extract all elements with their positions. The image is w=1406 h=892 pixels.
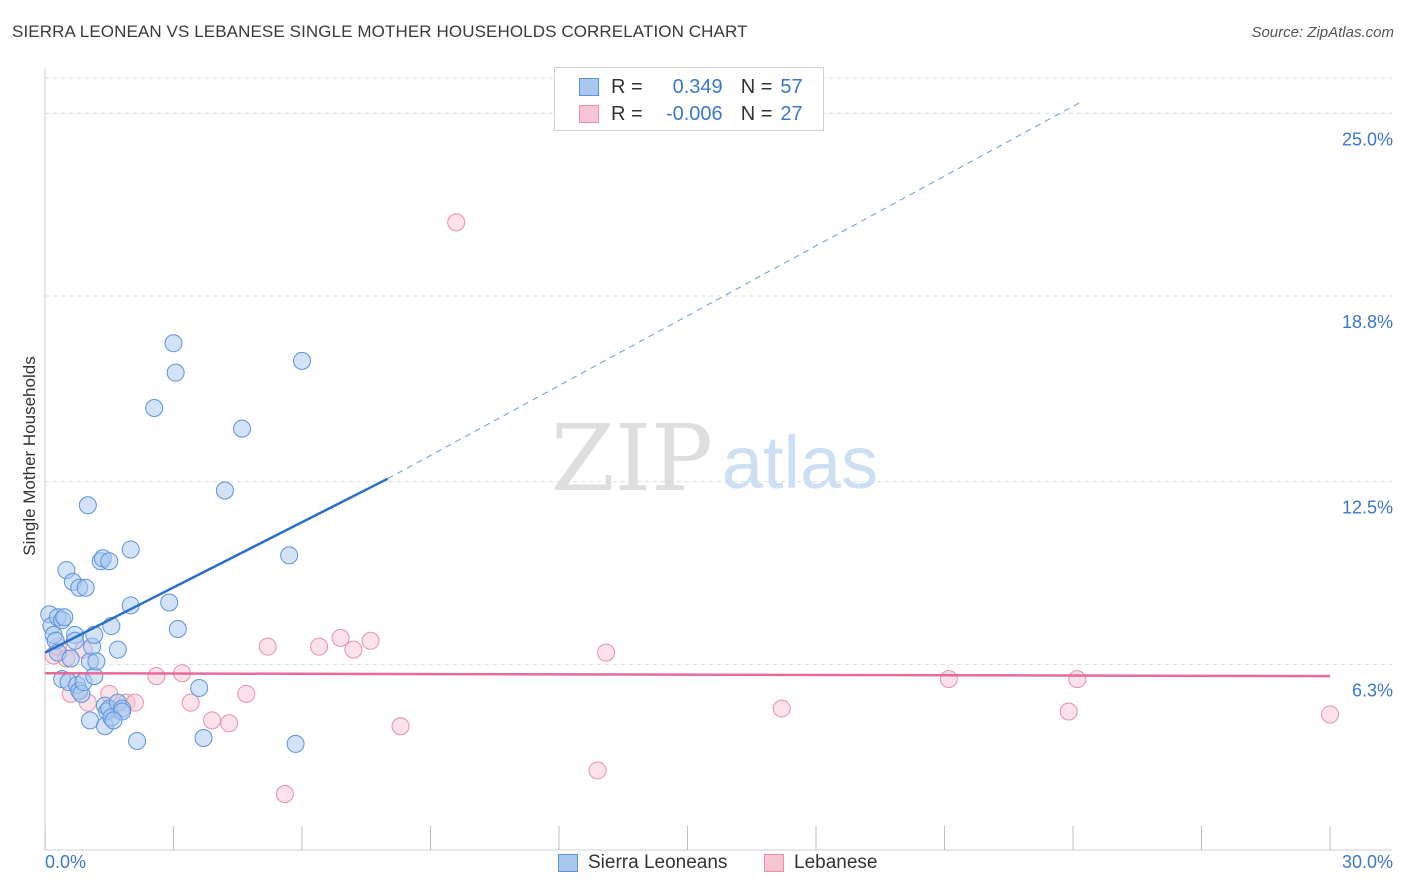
lebanese-point (203, 711, 222, 730)
sierra-leonean-point (78, 496, 97, 515)
sierra-leonean-point (55, 608, 74, 627)
bottom-legend-sierra-leoneans: Sierra Leoneans (558, 852, 727, 874)
blue-swatch (558, 854, 578, 872)
x-tick-label-min: 0.0% (45, 852, 86, 872)
source-label: Source: ZipAtlas.com (1251, 24, 1394, 41)
sierra-leonean-point (160, 593, 179, 612)
pink-swatch (764, 854, 784, 872)
sierra-leonean-point (194, 729, 213, 748)
bottom-legend-lebanese: Lebanese (764, 852, 877, 874)
lebanese-point (939, 670, 958, 689)
sierra-leonean-point (104, 711, 123, 730)
sierra-leonean-point (190, 678, 209, 697)
x-tick-label-max: 30.0% (1342, 852, 1393, 872)
n-label: N = (740, 75, 773, 98)
lebanese-point (275, 785, 294, 804)
lebanese-point (181, 693, 200, 712)
sierra-leonean-point (61, 649, 80, 668)
r-value: 0.349 (672, 75, 723, 98)
sierra-leonean-point (76, 578, 95, 597)
sierra-leonean-point (128, 731, 147, 750)
lebanese-point (344, 640, 363, 659)
chart-title: SIERRA LEONEAN VS LEBANESE SINGLE MOTHER… (12, 22, 748, 41)
r-value: -0.006 (665, 102, 723, 125)
sierra-leonean-point (293, 351, 311, 370)
r-label: R = (611, 75, 643, 98)
sierra-leonean-point (215, 481, 234, 500)
trend-lines (44, 101, 1331, 678)
lebanese-point (772, 699, 791, 718)
watermark-atlas: atlas (722, 421, 878, 504)
y-tick-label: 12.5% (1342, 498, 1393, 518)
series1-label: Sierra Leoneans (588, 852, 728, 873)
y-tick-label: 6.3% (1352, 680, 1393, 700)
sierra-leonean-point (286, 734, 305, 753)
lebanese-point (447, 213, 466, 232)
lebanese-point (597, 643, 616, 662)
lebanese-point (361, 631, 380, 650)
lebanese-point (1068, 670, 1087, 689)
axes (44, 68, 1392, 851)
lebanese-point (147, 667, 166, 686)
sierra-leonean-points (40, 334, 311, 753)
sierra-leonean-point (145, 399, 164, 418)
sierra-leonean-point (280, 546, 299, 565)
lebanese-point (237, 684, 256, 703)
pink-swatch (579, 105, 599, 123)
legend-row-lebanese: R = -0.006 N = 27 (579, 101, 803, 127)
r-label: R = (611, 102, 643, 125)
sierra-leonean-point (108, 640, 127, 659)
sierra-leonean-point (168, 620, 187, 639)
legend-row-sierra-leoneans: R = 0.349 N = 57 (579, 74, 803, 100)
n-value: 27 (780, 102, 803, 125)
lebanese-point (258, 637, 277, 656)
lebanese-trend-line (44, 671, 1331, 678)
grid-lines (45, 77, 1392, 665)
y-tick-label: 18.8% (1342, 312, 1393, 332)
n-value: 57 (780, 75, 803, 98)
sierra-leonean-point (85, 667, 104, 686)
lebanese-point (310, 637, 329, 656)
y-axis-label: Single Mother Households (20, 356, 39, 555)
lebanese-point (588, 761, 607, 780)
lebanese-point (1059, 702, 1078, 721)
lebanese-point (1321, 705, 1339, 724)
y-tick-label: 25.0% (1342, 129, 1393, 149)
sierra-leonean-point (164, 334, 183, 353)
sierra-leonean-point (100, 552, 119, 571)
watermark-zip: ZIP (551, 405, 713, 512)
sierra-leonean-point (233, 419, 252, 438)
blue-swatch (579, 78, 599, 96)
sierra-leonean-point (166, 363, 185, 382)
lebanese-point (391, 717, 410, 736)
sierra-leonean-trend-line (44, 477, 389, 654)
sierra-leonean-point (80, 711, 99, 730)
lebanese-point (220, 714, 239, 733)
sierra-leonean-point (121, 540, 140, 559)
sierra-leonean-point (87, 652, 106, 671)
stats-legend: R = 0.349 N = 57 R = -0.006 N = 27 (554, 67, 824, 131)
lebanese-point (331, 628, 350, 647)
n-label: N = (740, 102, 773, 125)
series2-label: Lebanese (794, 852, 878, 873)
axis-labels: 6.3% 12.5% 18.8% 25.0% 0.0% 30.0% (45, 129, 1393, 872)
